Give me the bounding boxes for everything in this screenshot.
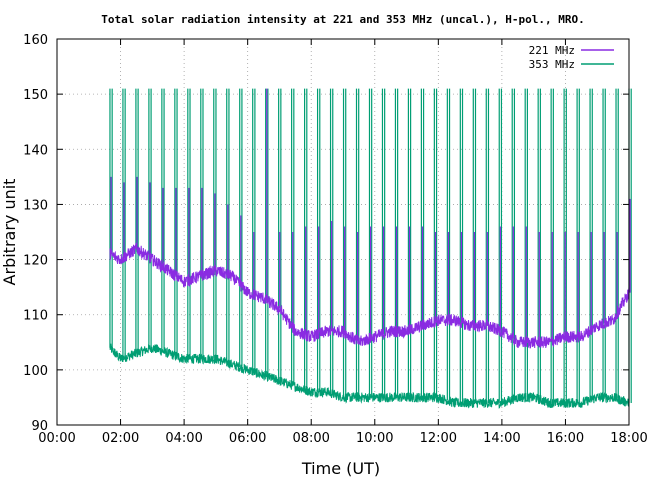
plot-frame [56,38,630,426]
x-tick-label: 16:00 [547,431,584,446]
y-axis-ticks: 90 100 110 120 130 140 150 160 [23,33,629,434]
series-221-baseline [109,242,630,349]
y-tick-label: 150 [23,88,48,103]
chart-title: Total solar radiation intensity at 221 a… [101,13,584,26]
x-tick-label: 10:00 [356,431,393,446]
series-353-mhz [109,88,632,409]
y-axis-label: Arbitrary unit [0,179,19,286]
y-tick-label: 90 [31,419,48,434]
x-tick-label: 04:00 [165,431,202,446]
x-axis-ticks: 00:00 02:00 04:00 06:00 08:00 10:00 12:00 14:00… [38,39,648,446]
legend-label-353-mhz: 353 MHz [529,58,575,71]
x-tick-label: 06:00 [229,431,266,446]
x-tick-label: 02:00 [102,431,139,446]
series-221-mhz [109,88,631,349]
x-tick-label: 00:00 [38,431,75,446]
series-353-baseline [109,343,630,409]
y-tick-label: 130 [23,198,48,213]
x-tick-label: 18:00 [610,431,647,446]
x-tick-label: 08:00 [292,431,329,446]
y-tick-label: 140 [23,143,48,158]
x-axis-label: Time (UT) [301,459,380,478]
y-tick-label: 110 [23,309,48,324]
y-tick-label: 120 [23,254,48,269]
x-tick-label: 14:00 [483,431,520,446]
y-tick-label: 160 [23,33,48,48]
x-tick-label: 12:00 [420,431,457,446]
legend: 221 MHz 353 MHz [529,44,614,71]
legend-label-221-mhz: 221 MHz [529,44,575,57]
y-tick-label: 100 [23,364,48,379]
